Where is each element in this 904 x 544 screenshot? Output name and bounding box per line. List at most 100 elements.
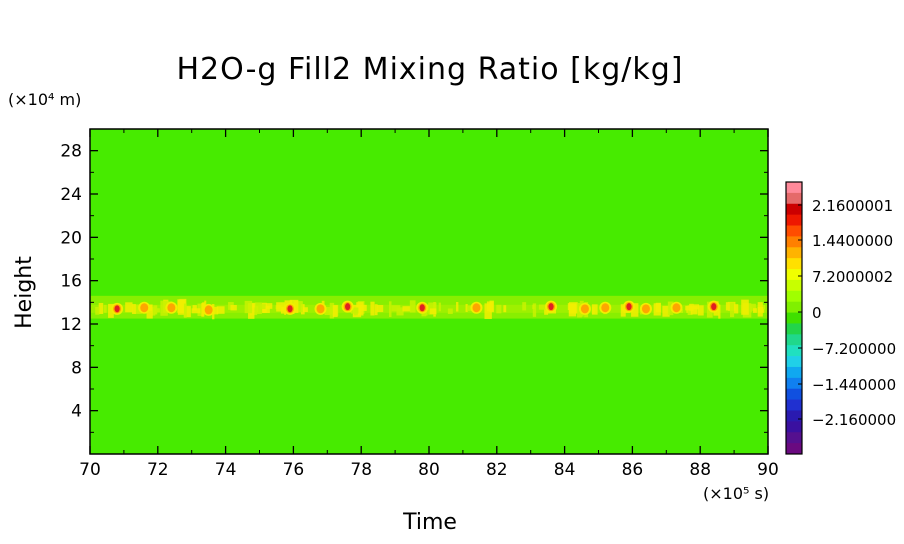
y-tick-label: 24: [60, 185, 82, 205]
band-speckle: [591, 304, 598, 315]
band-speckle: [324, 306, 331, 316]
band-speckle: [183, 306, 191, 318]
band-speckle: [466, 305, 473, 311]
band-speckle: [496, 304, 502, 314]
band-speckle: [183, 303, 187, 318]
band-speckle: [522, 302, 527, 311]
x-tick-label: 78: [350, 460, 372, 480]
colorbar-segment: [786, 192, 802, 205]
band-speckle: [301, 307, 308, 312]
colorbar-segment: [786, 312, 802, 324]
x-tick-label: 70: [79, 460, 101, 480]
band-speckle: [653, 303, 661, 316]
band-speckle: [568, 303, 577, 317]
y-unit-label: (×10⁴ m): [8, 90, 82, 109]
band-speckle: [538, 304, 548, 310]
band-speckle: [741, 299, 749, 315]
colorbar-segment: [786, 377, 802, 390]
colorbar-segment: [786, 247, 802, 259]
band-speckle: [276, 302, 285, 312]
band-speckle: [631, 303, 639, 317]
y-tick-label: 8: [71, 358, 82, 378]
colorbar-segment: [786, 203, 802, 216]
band-speckle: [332, 305, 338, 318]
x-unit-label: (×10⁵ s): [703, 484, 770, 503]
band-speckle: [192, 305, 197, 311]
band-speckle: [465, 304, 468, 312]
band-speckle: [230, 304, 237, 311]
x-tick-label: 72: [147, 460, 169, 480]
hotspot-peak: [711, 303, 717, 311]
colorbar-label: 1.4400000: [812, 232, 893, 250]
band-speckle: [358, 304, 367, 311]
hotspot-mid: [472, 303, 481, 313]
colorbar-segment: [786, 323, 802, 335]
y-tick-label: 28: [60, 142, 82, 162]
colorbar-segment: [786, 356, 802, 368]
colorbar-segment: [786, 279, 802, 292]
colorbar-segment: [786, 410, 802, 422]
colorbar-frame: [785, 181, 803, 455]
y-tick-label: 20: [60, 228, 82, 248]
x-tick-label: 76: [283, 460, 305, 480]
band-speckle: [757, 306, 765, 313]
band-speckle: [396, 307, 404, 316]
band-speckle: [177, 299, 180, 313]
band-speckle: [402, 306, 411, 312]
band-speckle: [153, 305, 158, 315]
hotspot-mid: [140, 303, 149, 313]
band-speckle: [484, 303, 492, 320]
hotspot-peak: [548, 303, 554, 311]
colorbar-label: −1.440000: [812, 376, 896, 394]
band-speckle: [211, 306, 219, 315]
hotspot-mid: [580, 304, 589, 314]
hotspot-mid: [672, 303, 681, 313]
hotspot-peak: [345, 303, 351, 311]
band-speckle: [447, 308, 453, 314]
colorbar-label: −2.160000: [812, 411, 896, 429]
colorbar-segment: [786, 290, 802, 303]
colorbar-segment: [786, 269, 802, 281]
colorbar-label: 2.1600001: [812, 197, 893, 215]
band-speckle: [103, 304, 107, 313]
band-speckle: [429, 308, 437, 315]
chart-title: H2O-g Fill2 Mixing Ratio [kg/kg]: [176, 52, 684, 87]
band-speckle: [763, 305, 766, 310]
band-speckle: [718, 304, 721, 319]
band-speckle: [749, 307, 752, 313]
hotspot-mid: [641, 304, 650, 314]
colorbar-segment: [786, 182, 802, 194]
band-speckle: [733, 304, 739, 314]
hotspot-mid: [204, 305, 213, 315]
band-speckle: [690, 306, 698, 315]
band-speckle: [179, 298, 187, 314]
band-speckle: [156, 308, 160, 313]
colorbar-segment: [786, 399, 802, 411]
band-speckle: [108, 303, 114, 318]
band-speckle: [265, 303, 273, 309]
band-speckle: [544, 308, 549, 315]
band-speckle: [532, 303, 537, 317]
band-speckle: [134, 304, 142, 314]
band-speckle: [662, 305, 670, 317]
band-speckle: [132, 304, 136, 315]
band-speckle: [260, 304, 266, 309]
band-speckle: [354, 307, 358, 316]
band-speckle: [216, 306, 225, 314]
band-speckle: [376, 304, 384, 313]
colorbar-segment: [786, 214, 802, 226]
colorbar-segment: [786, 432, 802, 444]
colorbar-segment: [786, 421, 802, 433]
band-speckle: [753, 308, 757, 313]
colorbar-segment: [786, 258, 802, 270]
band-speckle: [254, 302, 262, 315]
hotspot-mid: [316, 304, 325, 314]
hotspot-peak: [287, 305, 293, 313]
band-speckle: [191, 308, 201, 314]
hotspot-peak: [419, 304, 425, 312]
band-speckle: [374, 304, 378, 316]
x-tick-label: 80: [418, 460, 440, 480]
colorbar-segment: [786, 236, 802, 248]
colorbar-label: 0: [812, 304, 822, 322]
band-speckle: [391, 305, 401, 312]
